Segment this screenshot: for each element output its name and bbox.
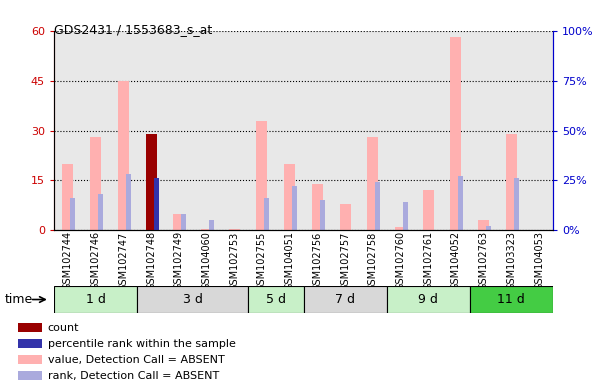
Bar [137, 286, 248, 313]
Bar [459, 177, 463, 230]
Text: GSM104052: GSM104052 [451, 231, 461, 290]
Bar [18, 355, 41, 364]
Text: GSM104060: GSM104060 [201, 231, 212, 290]
Bar [367, 137, 379, 230]
Text: GSM102757: GSM102757 [340, 231, 350, 291]
Text: GSM102760: GSM102760 [395, 231, 406, 290]
Bar [229, 229, 240, 230]
Text: GSM102748: GSM102748 [146, 231, 156, 290]
Text: 11 d: 11 d [498, 293, 525, 306]
Bar [514, 179, 519, 230]
Text: GSM102758: GSM102758 [368, 231, 378, 291]
Bar [98, 194, 103, 230]
Text: GSM104051: GSM104051 [285, 231, 294, 290]
Bar [18, 323, 41, 332]
Bar [182, 214, 186, 230]
Text: GSM102746: GSM102746 [91, 231, 100, 290]
Text: GSM102749: GSM102749 [174, 231, 184, 290]
Bar [375, 182, 380, 230]
Bar [284, 164, 295, 230]
Text: GSM103323: GSM103323 [507, 231, 516, 290]
Bar [70, 199, 76, 230]
Bar [304, 286, 386, 313]
Bar [470, 286, 553, 313]
Text: GSM102756: GSM102756 [313, 231, 322, 291]
Bar [173, 214, 185, 230]
Bar [403, 202, 408, 230]
Bar [506, 134, 517, 230]
Bar [264, 199, 269, 230]
Bar [320, 200, 325, 230]
Text: GSM102761: GSM102761 [423, 231, 433, 290]
Bar [154, 179, 159, 230]
Text: GSM102763: GSM102763 [478, 231, 489, 290]
Bar [201, 229, 212, 230]
Bar [478, 220, 489, 230]
Text: 1 d: 1 d [86, 293, 106, 306]
Bar [54, 286, 137, 313]
Text: 9 d: 9 d [418, 293, 438, 306]
Bar [340, 204, 350, 230]
Text: percentile rank within the sample: percentile rank within the sample [47, 339, 236, 349]
Text: count: count [47, 323, 79, 333]
Bar [312, 184, 323, 230]
Bar [145, 207, 157, 230]
Text: rank, Detection Call = ABSENT: rank, Detection Call = ABSENT [47, 371, 219, 381]
Bar [209, 220, 214, 230]
Text: GSM102747: GSM102747 [118, 231, 129, 291]
Text: GSM102744: GSM102744 [63, 231, 73, 290]
Bar [423, 190, 434, 230]
Bar [90, 137, 101, 230]
Bar [18, 371, 41, 380]
Text: GSM102753: GSM102753 [229, 231, 239, 291]
Text: time: time [4, 293, 32, 306]
Bar [126, 174, 131, 230]
Text: 7 d: 7 d [335, 293, 355, 306]
Bar [248, 286, 304, 313]
Text: GSM102755: GSM102755 [257, 231, 267, 291]
Bar [63, 164, 73, 230]
Bar [395, 227, 406, 230]
Bar [292, 187, 297, 230]
Text: GSM104053: GSM104053 [534, 231, 544, 290]
Text: 5 d: 5 d [266, 293, 286, 306]
Bar [386, 286, 470, 313]
Text: 3 d: 3 d [183, 293, 203, 306]
Bar [145, 134, 157, 230]
Text: GDS2431 / 1553683_s_at: GDS2431 / 1553683_s_at [54, 23, 212, 36]
Bar [18, 339, 41, 348]
Text: value, Detection Call = ABSENT: value, Detection Call = ABSENT [47, 354, 224, 364]
Bar [118, 81, 129, 230]
Bar [450, 37, 462, 230]
Bar [486, 227, 491, 230]
Bar [257, 121, 267, 230]
